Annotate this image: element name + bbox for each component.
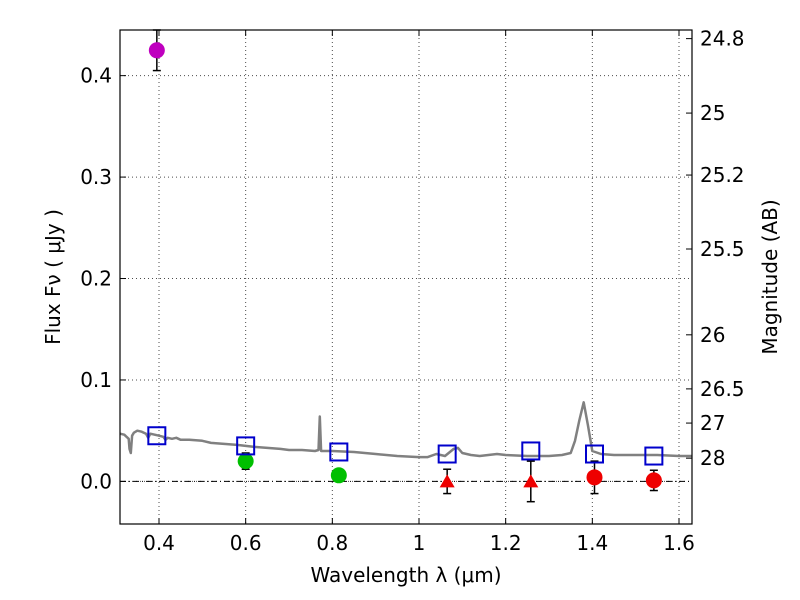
right-tick-label: 27 xyxy=(700,411,725,435)
sed-model-line xyxy=(119,401,692,459)
right-axis-label: Magnitude (AB) xyxy=(758,199,782,354)
right-tick-label: 25.2 xyxy=(700,163,745,187)
y-axis-label: Flux Fν ( μJy ) xyxy=(41,209,65,345)
observed-flux-point xyxy=(586,469,603,486)
y-tick-label: 0.4 xyxy=(80,64,112,88)
y-tick-label: 0.1 xyxy=(80,368,112,392)
model-band-flux-box xyxy=(437,444,457,464)
model-band-flux-box xyxy=(644,446,664,466)
observed-flux-point xyxy=(148,42,165,59)
y-tick-label: 0.3 xyxy=(80,165,112,189)
model-band-flux-box xyxy=(585,444,604,464)
x-tick-label: 1.4 xyxy=(576,531,608,555)
x-tick-label: 1.6 xyxy=(663,531,695,555)
plot-series xyxy=(119,29,692,503)
x-tick-label: 1.2 xyxy=(490,531,522,555)
model-band-flux-box xyxy=(147,426,167,446)
observed-flux-point xyxy=(645,472,662,489)
observed-flux-point xyxy=(330,467,347,484)
x-tick-label: 0.8 xyxy=(316,531,348,555)
x-tick-label: 0.6 xyxy=(230,531,262,555)
y-tick-label: 0.2 xyxy=(80,267,112,291)
plot-frame xyxy=(119,29,693,525)
axis-ticks: 0.4 0.6 0.8 1 1.2 1.4 1.6 0.0 0.1 0.2 0.3 0.4 24.8 25… xyxy=(80,27,744,555)
right-tick-label: 28 xyxy=(700,446,725,470)
observed-flux-point xyxy=(237,453,254,470)
observed-upper-limit-point xyxy=(439,474,455,488)
right-tick-label: 24.8 xyxy=(700,27,745,51)
model-band-flux-box xyxy=(236,436,256,456)
x-axis-label: Wavelength λ (μm) xyxy=(310,563,501,587)
model-band-flux-box xyxy=(329,442,349,462)
right-tick-label: 25.5 xyxy=(700,237,745,261)
x-tick-label: 0.4 xyxy=(143,531,175,555)
observed-upper-limit-point xyxy=(523,474,539,488)
right-tick-label: 25 xyxy=(700,101,725,125)
model-band-flux-box xyxy=(521,441,541,461)
right-tick-label: 26.5 xyxy=(700,377,745,401)
right-tick-label: 26 xyxy=(700,323,725,347)
y-tick-label: 0.0 xyxy=(80,469,112,493)
x-tick-label: 1 xyxy=(413,531,426,555)
